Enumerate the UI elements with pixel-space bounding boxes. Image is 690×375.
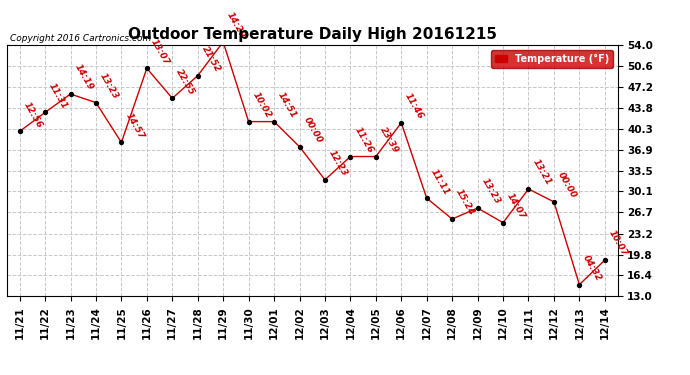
Text: 14:29: 14:29	[225, 11, 247, 40]
Text: 21:52: 21:52	[200, 45, 222, 74]
Text: 00:00: 00:00	[556, 171, 578, 200]
Point	[319, 177, 331, 183]
Point	[446, 216, 457, 222]
Point	[90, 100, 101, 106]
Text: 11:26: 11:26	[353, 125, 375, 155]
Point	[268, 118, 279, 124]
Text: 13:23: 13:23	[480, 177, 502, 206]
Legend: Temperature (°F): Temperature (°F)	[491, 50, 613, 68]
Point	[116, 140, 127, 146]
Text: 12:56: 12:56	[21, 100, 43, 130]
Point	[396, 120, 407, 126]
Text: 14:19: 14:19	[72, 63, 95, 92]
Text: 04:32: 04:32	[582, 254, 604, 283]
Point	[193, 73, 204, 79]
Point	[549, 199, 560, 205]
Text: 13:21: 13:21	[531, 158, 553, 187]
Text: 14:07: 14:07	[505, 192, 527, 221]
Point	[294, 144, 305, 150]
Point	[523, 186, 534, 192]
Text: 12:23: 12:23	[327, 149, 349, 178]
Point	[600, 257, 611, 263]
Point	[472, 205, 483, 211]
Point	[574, 282, 585, 288]
Text: 14:51: 14:51	[276, 90, 298, 120]
Text: 10:07: 10:07	[607, 229, 629, 258]
Point	[14, 128, 25, 134]
Point	[141, 65, 152, 71]
Text: 13:23: 13:23	[98, 72, 120, 101]
Point	[65, 91, 76, 97]
Text: 11:31: 11:31	[47, 81, 69, 111]
Point	[39, 110, 50, 116]
Text: 22:55: 22:55	[175, 67, 197, 96]
Text: 11:11: 11:11	[428, 167, 451, 196]
Point	[243, 118, 254, 124]
Text: 10:02: 10:02	[250, 90, 273, 120]
Text: 15:24: 15:24	[454, 188, 476, 217]
Point	[217, 39, 228, 45]
Point	[421, 195, 432, 201]
Text: 00:00: 00:00	[302, 116, 324, 145]
Text: 13:07: 13:07	[149, 37, 171, 66]
Text: 14:57: 14:57	[124, 111, 146, 141]
Text: 23:39: 23:39	[378, 125, 400, 155]
Text: 11:46: 11:46	[404, 92, 426, 121]
Text: Copyright 2016 Cartronics.com: Copyright 2016 Cartronics.com	[10, 34, 152, 43]
Title: Outdoor Temperature Daily High 20161215: Outdoor Temperature Daily High 20161215	[128, 27, 497, 42]
Point	[345, 153, 356, 159]
Point	[497, 220, 509, 226]
Point	[371, 153, 382, 159]
Point	[167, 95, 178, 101]
